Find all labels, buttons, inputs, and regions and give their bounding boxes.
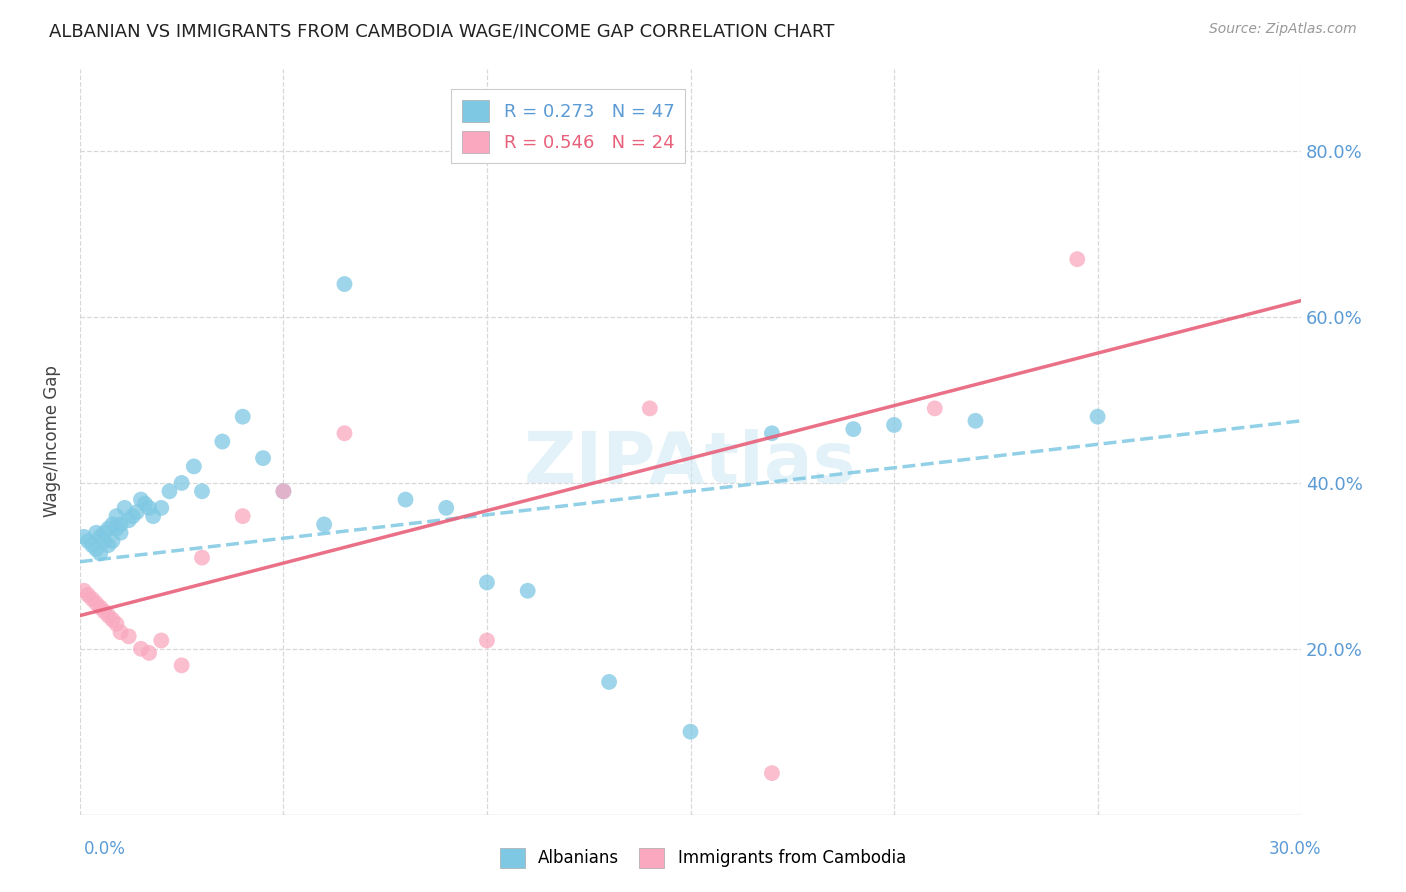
Point: [475, 575, 498, 590]
Point: [105, 616, 128, 631]
Point: [97, 608, 120, 623]
Point: [80, 538, 103, 552]
Point: [1066, 252, 1088, 267]
Point: [761, 766, 783, 780]
Point: [142, 509, 165, 524]
Point: [842, 422, 865, 436]
Point: [170, 658, 193, 673]
Point: [883, 417, 905, 432]
Point: [97, 538, 120, 552]
Point: [150, 633, 173, 648]
Point: [138, 500, 160, 515]
Point: [333, 277, 356, 291]
Point: [191, 550, 214, 565]
Point: [1087, 409, 1109, 424]
Point: [93, 525, 115, 540]
Point: [101, 534, 124, 549]
Text: Source: ZipAtlas.com: Source: ZipAtlas.com: [1209, 22, 1357, 37]
Legend: Albanians, Immigrants from Cambodia: Albanians, Immigrants from Cambodia: [494, 841, 912, 875]
Point: [159, 484, 181, 499]
Point: [273, 484, 295, 499]
Point: [150, 500, 173, 515]
Point: [110, 625, 132, 640]
Point: [134, 497, 156, 511]
Point: [314, 517, 336, 532]
Point: [89, 546, 111, 560]
Point: [105, 522, 128, 536]
Point: [114, 500, 136, 515]
Point: [84, 525, 107, 540]
Point: [638, 401, 661, 416]
Point: [121, 509, 143, 524]
Point: [80, 592, 103, 607]
Point: [129, 641, 152, 656]
Text: ALBANIAN VS IMMIGRANTS FROM CAMBODIA WAGE/INCOME GAP CORRELATION CHART: ALBANIAN VS IMMIGRANTS FROM CAMBODIA WAG…: [49, 22, 835, 40]
Point: [965, 414, 987, 428]
Point: [97, 522, 120, 536]
Point: [232, 509, 254, 524]
Point: [73, 583, 96, 598]
Point: [105, 509, 128, 524]
Point: [394, 492, 416, 507]
Point: [110, 525, 132, 540]
Point: [84, 596, 107, 610]
Point: [232, 409, 254, 424]
Point: [77, 534, 100, 549]
Point: [110, 517, 132, 532]
Point: [93, 605, 115, 619]
Point: [73, 530, 96, 544]
Text: 30.0%: 30.0%: [1270, 840, 1322, 858]
Point: [516, 583, 538, 598]
Point: [129, 492, 152, 507]
Point: [84, 542, 107, 557]
Point: [211, 434, 233, 449]
Text: 0.0%: 0.0%: [84, 840, 127, 858]
Y-axis label: Wage/Income Gap: Wage/Income Gap: [44, 366, 60, 517]
Point: [77, 588, 100, 602]
Point: [273, 484, 295, 499]
Point: [924, 401, 946, 416]
Point: [101, 517, 124, 532]
Point: [89, 600, 111, 615]
Point: [89, 530, 111, 544]
Point: [138, 646, 160, 660]
Point: [679, 724, 702, 739]
Point: [333, 426, 356, 441]
Point: [170, 475, 193, 490]
Point: [101, 613, 124, 627]
Point: [475, 633, 498, 648]
Point: [761, 426, 783, 441]
Point: [598, 674, 620, 689]
Point: [183, 459, 205, 474]
Point: [125, 505, 148, 519]
Point: [252, 451, 274, 466]
Legend: R = 0.273   N = 47, R = 0.546   N = 24: R = 0.273 N = 47, R = 0.546 N = 24: [451, 88, 685, 163]
Point: [434, 500, 457, 515]
Point: [118, 629, 141, 643]
Text: ZIPAtlas: ZIPAtlas: [524, 429, 856, 499]
Point: [191, 484, 214, 499]
Point: [118, 513, 141, 527]
Point: [93, 534, 115, 549]
